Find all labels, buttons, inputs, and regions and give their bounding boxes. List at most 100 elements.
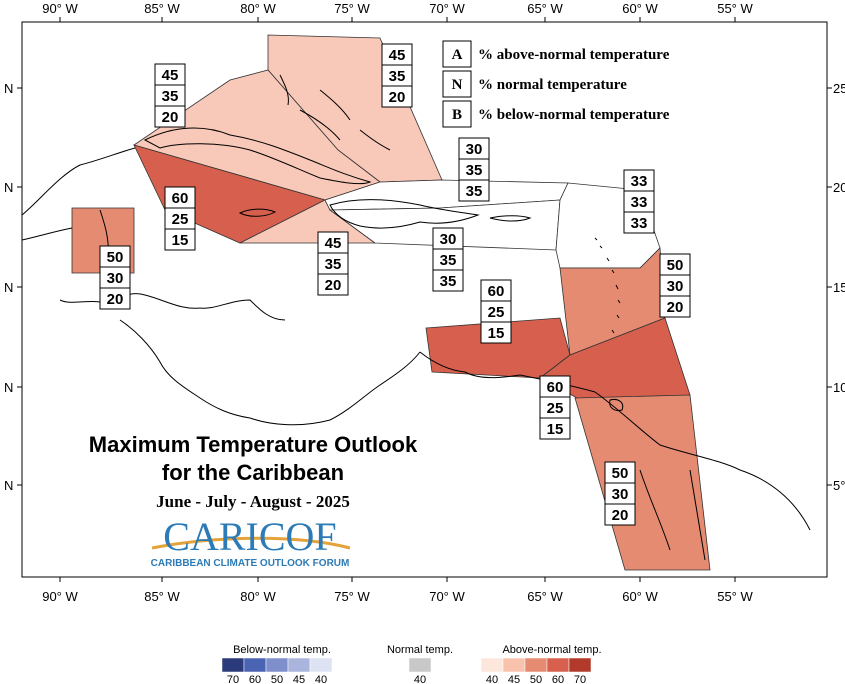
top-lon-label: 60° W bbox=[622, 1, 658, 16]
outlook-key: A % above-normal temperature N % normal … bbox=[442, 40, 670, 128]
probability-box: 60 25 15 bbox=[480, 279, 512, 344]
probability-value: 35 bbox=[440, 252, 457, 269]
top-lon-label: 85° W bbox=[144, 1, 180, 16]
caricof-logo: CARICOF CARIBBEAN CLIMATE OUTLOOK FORUM bbox=[151, 514, 351, 569]
bottom-lon-label: 70° W bbox=[429, 589, 465, 604]
probability-value: 30 bbox=[667, 278, 684, 295]
probability-value: 25 bbox=[172, 211, 189, 228]
above-swatch bbox=[568, 657, 592, 673]
below-swatch bbox=[287, 657, 311, 673]
below-tick: 70 bbox=[227, 674, 239, 684]
probability-cell bbox=[381, 85, 413, 108]
above-swatch bbox=[480, 657, 504, 673]
above-swatch bbox=[546, 657, 570, 673]
colorbar-ticks: 70 60 50 45 40 40 40 45 50 60 70 bbox=[227, 674, 586, 684]
season-label: June - July - August - 2025 bbox=[156, 492, 350, 511]
probability-value: 20 bbox=[162, 109, 179, 126]
bottom-lon-label: 75° W bbox=[334, 589, 370, 604]
probability-cell bbox=[623, 211, 655, 234]
left-lat-label: N bbox=[4, 180, 13, 195]
left-lat-label: N bbox=[4, 380, 13, 395]
bottom-lon-label: 85° W bbox=[144, 589, 180, 604]
below-swatch bbox=[309, 657, 333, 673]
probability-value: 20 bbox=[107, 291, 124, 308]
colorbar-below-title: Below-normal temp. bbox=[233, 644, 331, 656]
probability-value: 30 bbox=[107, 270, 124, 287]
right-lat-label: 10 bbox=[833, 380, 845, 395]
probability-cell bbox=[99, 287, 131, 310]
above-swatch bbox=[524, 657, 548, 673]
probability-cell bbox=[164, 228, 196, 251]
probability-cell bbox=[659, 295, 691, 318]
bottom-lon-label: 55° W bbox=[717, 589, 753, 604]
above-tick: 70 bbox=[574, 674, 586, 684]
key-letter-box bbox=[442, 100, 472, 128]
probability-value: 60 bbox=[172, 190, 189, 207]
probability-cell bbox=[432, 269, 464, 292]
probability-value: 35 bbox=[466, 183, 483, 200]
tick-marks bbox=[17, 17, 832, 582]
key-row-above: A % above-normal temperature bbox=[442, 40, 670, 68]
coastlines bbox=[21, 74, 811, 561]
probability-cell bbox=[458, 179, 490, 202]
probability-value: 15 bbox=[547, 421, 564, 438]
right-lat-label: 20 bbox=[833, 180, 845, 195]
below-swatch bbox=[265, 657, 289, 673]
probability-value: 30 bbox=[466, 141, 483, 158]
probability-box: 30 35 35 bbox=[458, 137, 490, 202]
colorbar: Below-normal temp. Normal temp. Above-no… bbox=[221, 644, 602, 684]
left-lat-label: N bbox=[4, 81, 13, 96]
probability-box: 60 25 15 bbox=[164, 186, 196, 251]
above-tick: 50 bbox=[530, 674, 542, 684]
right-latitude-axis: 25 20 15 10 5° bbox=[833, 81, 845, 493]
top-longitude-axis: 90° W 85° W 80° W 75° W 70° W 65° W 60° … bbox=[42, 1, 753, 16]
probability-value: 15 bbox=[172, 232, 189, 249]
probability-value: 60 bbox=[488, 283, 505, 300]
top-lon-label: 80° W bbox=[240, 1, 276, 16]
logo-swoosh bbox=[151, 536, 351, 550]
probability-cell bbox=[604, 503, 636, 526]
top-lon-label: 90° W bbox=[42, 1, 78, 16]
colorbar-normal-title: Normal temp. bbox=[387, 644, 453, 656]
key-letter: N bbox=[452, 77, 463, 93]
probability-value: 33 bbox=[631, 215, 648, 232]
probability-value: 20 bbox=[667, 299, 684, 316]
below-swatch bbox=[221, 657, 245, 673]
probability-value: 60 bbox=[547, 379, 564, 396]
above-swatch bbox=[502, 657, 526, 673]
bottom-lon-label: 80° W bbox=[240, 589, 276, 604]
probability-value: 35 bbox=[440, 273, 457, 290]
normal-tick: 40 bbox=[414, 674, 426, 684]
below-tick: 50 bbox=[271, 674, 283, 684]
bottom-longitude-axis: 90° W 85° W 80° W 75° W 70° W 65° W 60° … bbox=[42, 589, 753, 604]
probability-box: 45 35 20 bbox=[317, 231, 349, 296]
key-letter: A bbox=[452, 47, 463, 63]
probability-value: 45 bbox=[162, 67, 179, 84]
top-lon-label: 65° W bbox=[527, 1, 563, 16]
bottom-lon-label: 60° W bbox=[622, 589, 658, 604]
probability-box: 30 35 35 bbox=[432, 227, 464, 292]
left-lat-label: N bbox=[4, 280, 13, 295]
probability-value: 35 bbox=[162, 88, 179, 105]
below-tick: 45 bbox=[293, 674, 305, 684]
probability-box: 33 33 33 bbox=[623, 169, 655, 234]
forecast-regions bbox=[71, 34, 711, 571]
above-tick: 45 bbox=[508, 674, 520, 684]
probability-value: 45 bbox=[325, 235, 342, 252]
title-line-1: Maximum Temperature Outlook bbox=[89, 432, 418, 457]
probability-value: 35 bbox=[325, 256, 342, 273]
key-letter-box bbox=[442, 70, 472, 98]
probability-value: 25 bbox=[547, 400, 564, 417]
left-latitude-axis: N N N N N bbox=[4, 81, 13, 493]
probability-box: 45 35 20 bbox=[154, 63, 186, 128]
probability-value: 35 bbox=[389, 68, 406, 85]
bottom-lon-label: 65° W bbox=[527, 589, 563, 604]
key-row-normal: N % normal temperature bbox=[442, 70, 627, 98]
probability-value: 30 bbox=[612, 486, 629, 503]
colorbar-above-title: Above-normal temp. bbox=[502, 644, 601, 656]
below-tick: 60 bbox=[249, 674, 261, 684]
below-tick: 40 bbox=[315, 674, 327, 684]
right-lat-label: 5° bbox=[833, 478, 845, 493]
probability-value: 20 bbox=[389, 89, 406, 106]
